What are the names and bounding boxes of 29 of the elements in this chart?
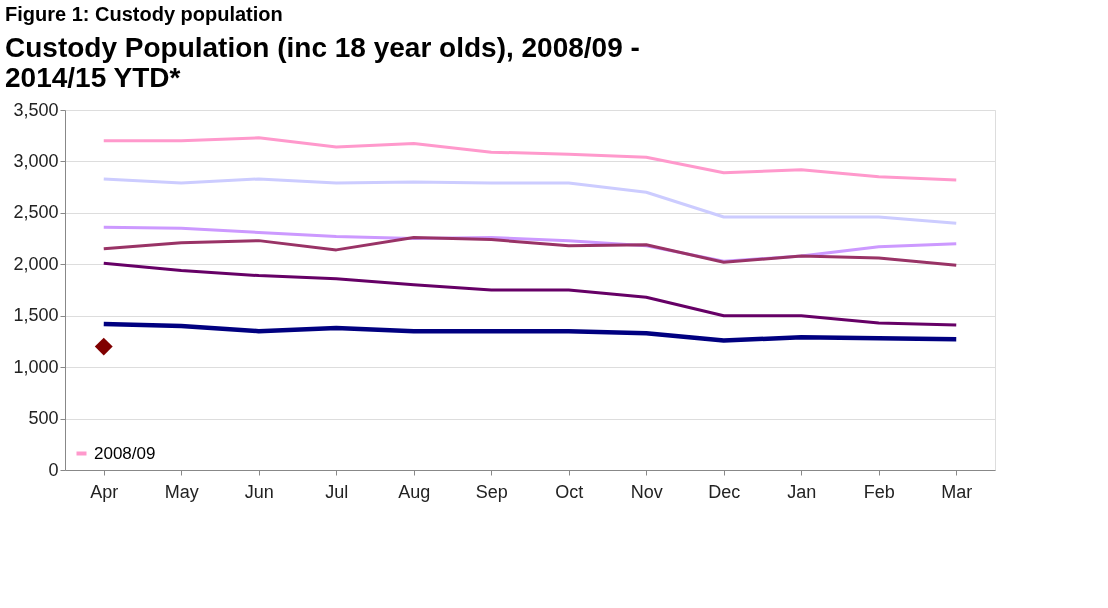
caption: Figure 1: Custody population — [5, 3, 283, 25]
x-tick-label: Jun — [244, 481, 274, 502]
x-tick-label: Nov — [630, 481, 663, 502]
line-series — [101, 321, 959, 343]
x-tick-label: Oct — [555, 481, 584, 502]
x-tick-label: Apr — [90, 481, 119, 502]
y-tick-label: 2,500 — [13, 202, 59, 223]
line-series — [102, 136, 958, 182]
line-series — [102, 261, 958, 327]
y-tick-label: 0 — [48, 459, 59, 480]
x-tick-label: Sep — [475, 481, 508, 502]
text: Custody Population (inc 18 year olds), 2008/09 - — [5, 32, 640, 63]
line-series — [102, 236, 958, 267]
y-tick-label: 3,000 — [13, 150, 59, 171]
y-tick-label: 500 — [28, 408, 59, 429]
y-tick-label: 3,500 — [13, 99, 59, 120]
x-tick-label: Jan — [787, 481, 817, 502]
line-series — [102, 177, 958, 225]
x-tick-label: Feb — [863, 481, 895, 502]
x-tick-label: Jul — [325, 481, 349, 502]
x-tick-label: Aug — [398, 481, 431, 502]
x-tick-label: Mar — [941, 481, 973, 502]
legend-label: 2008/09 — [94, 443, 156, 463]
text: 2014/15 YTD* — [5, 62, 181, 93]
x-tick-label: May — [164, 481, 199, 502]
y-tick-label: 1,000 — [13, 356, 59, 377]
y-tick-label: 2,000 — [13, 253, 59, 274]
x-tick-label: Dec — [708, 481, 741, 502]
y-tick-label: 1,500 — [13, 305, 59, 326]
